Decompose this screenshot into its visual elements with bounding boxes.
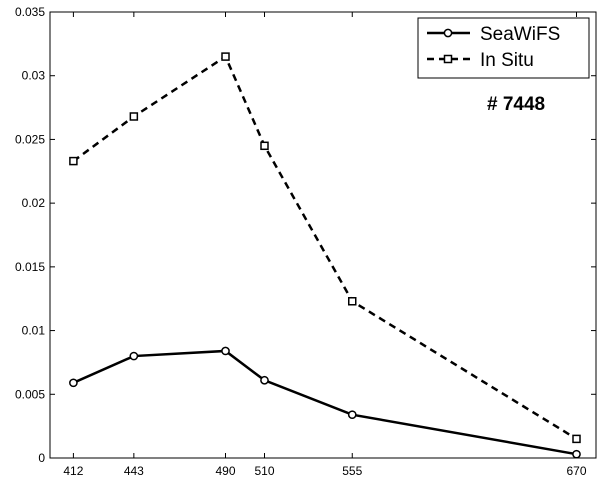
y-tick-label: 0.02 bbox=[22, 196, 46, 210]
y-tick-label: 0 bbox=[38, 451, 45, 465]
legend-marker-insitu bbox=[443, 54, 453, 64]
x-tick-label: 555 bbox=[342, 464, 362, 478]
plot-frame bbox=[49, 11, 597, 459]
y-tick-label: 0.005 bbox=[15, 387, 45, 401]
y-tick-label: 0.03 bbox=[22, 69, 46, 83]
y-tick-label: 0.035 bbox=[15, 5, 45, 19]
y-tick-label: 0.025 bbox=[15, 132, 45, 146]
annotation-label: # 7448 bbox=[487, 94, 545, 115]
legend-box bbox=[417, 17, 590, 79]
x-axis: 412 443 490 510 555 670 bbox=[63, 12, 587, 478]
legend-label-seawifs: SeaWiFS bbox=[480, 24, 560, 45]
data-point-in-situ bbox=[260, 141, 269, 151]
data-point-seawifs bbox=[69, 378, 78, 388]
legend-label-insitu: In Situ bbox=[480, 50, 534, 71]
x-tick-label: 443 bbox=[124, 464, 144, 478]
series-line-in-situ bbox=[72, 54, 578, 440]
data-point-seawifs bbox=[347, 410, 357, 420]
x-tick-label: 670 bbox=[566, 464, 586, 478]
series-line-seawifs bbox=[72, 349, 577, 456]
data-point-in-situ bbox=[69, 156, 78, 166]
data-point-seawifs bbox=[129, 351, 139, 361]
legend-marker-seawifs bbox=[443, 28, 453, 38]
y-axis: 0 0.005 0.01 0.015 0.02 0.025 0.03 0.035 bbox=[15, 5, 596, 465]
data-point-seawifs bbox=[221, 346, 230, 356]
y-tick-label: 0.01 bbox=[22, 324, 46, 338]
legend: SeaWiFS In Situ bbox=[417, 17, 590, 79]
x-tick-label: 412 bbox=[63, 464, 83, 478]
data-point-seawifs bbox=[572, 449, 581, 459]
data-point-in-situ bbox=[572, 434, 581, 444]
data-point-seawifs bbox=[260, 375, 269, 385]
data-point-in-situ bbox=[221, 52, 230, 61]
x-tick-label: 510 bbox=[254, 464, 274, 478]
series-layer bbox=[69, 52, 581, 459]
y-tick-label: 0.015 bbox=[15, 260, 45, 274]
x-tick-label: 490 bbox=[215, 464, 235, 478]
data-point-in-situ bbox=[129, 112, 139, 121]
data-point-in-situ bbox=[348, 297, 357, 306]
